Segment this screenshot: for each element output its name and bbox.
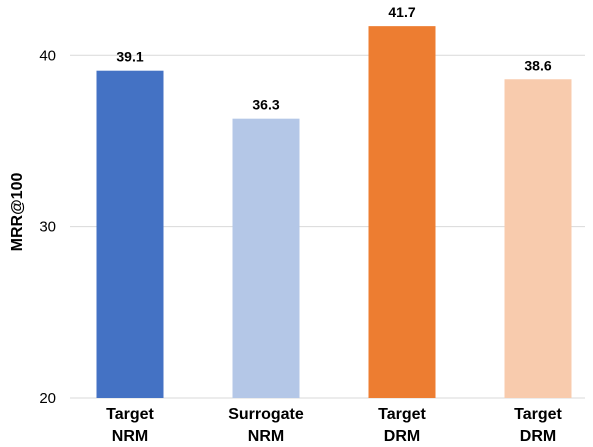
y-axis-ticks: 20 30 40 [39, 47, 56, 407]
x-category-label: NRM [248, 428, 284, 445]
x-category-label: Surrogate [228, 406, 304, 423]
bar [232, 118, 300, 398]
x-category-label: Target [514, 406, 562, 423]
x-category-label: NRM [112, 428, 148, 445]
bar-value-label: 36.3 [252, 97, 279, 113]
y-axis-label: MRR@100 [9, 173, 26, 252]
bar-value-label: 39.1 [116, 49, 143, 65]
data-labels: 39.1 36.3 41.7 38.6 [116, 4, 551, 113]
bars [96, 26, 572, 399]
x-axis-categories: Target NRM Surrogate NRM Target DRM Target DRM [106, 406, 562, 445]
x-category-label: DRM [520, 428, 556, 445]
bar-value-label: 38.6 [524, 57, 551, 73]
bar [504, 79, 572, 398]
y-tick-label: 20 [39, 390, 56, 407]
bar [96, 70, 164, 398]
y-tick-label: 30 [39, 219, 56, 236]
y-tick-label: 40 [39, 47, 56, 64]
x-category-label: DRM [384, 428, 420, 445]
bar-value-label: 41.7 [388, 4, 415, 20]
x-category-label: Target [106, 406, 154, 423]
bar [368, 26, 436, 399]
x-category-label: Target [378, 406, 426, 423]
